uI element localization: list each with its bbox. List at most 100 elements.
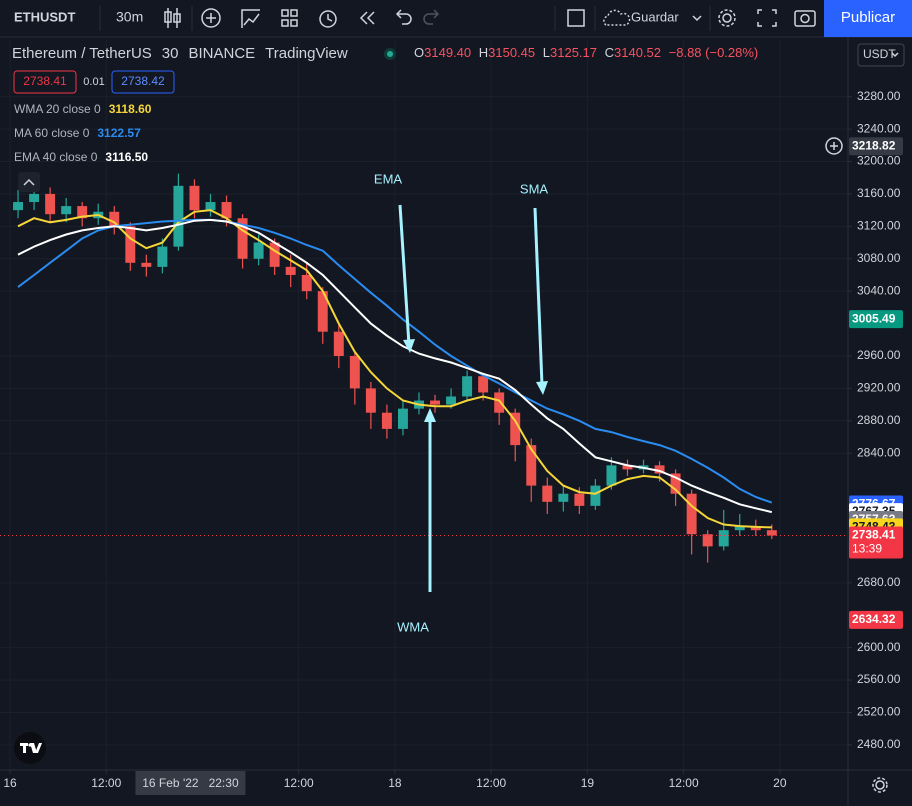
fullscreen-box-icon[interactable] xyxy=(567,9,585,27)
candle-body xyxy=(734,526,745,531)
y-tick-label: 3200.00 xyxy=(857,154,901,168)
candle-body xyxy=(29,193,40,203)
compare-icon[interactable] xyxy=(241,9,260,28)
publish-button[interactable]: Publicar xyxy=(841,9,895,26)
annotation-arrow xyxy=(398,204,411,346)
ohlc-key: L xyxy=(543,45,550,60)
indicator-value: 3118.60 xyxy=(109,102,152,116)
settings-icon[interactable] xyxy=(718,9,736,27)
indicator-row: MA 60 close 0 3122.57 xyxy=(14,126,141,140)
candle-body xyxy=(670,473,681,494)
annotation: EMA xyxy=(374,171,403,186)
publish-bg[interactable] xyxy=(824,0,912,37)
undo-icon[interactable] xyxy=(395,9,412,25)
candle-body xyxy=(45,193,56,215)
collapse-caret[interactable] xyxy=(23,178,35,186)
currency-box[interactable] xyxy=(857,43,905,67)
candle-body xyxy=(494,392,505,413)
candle-body xyxy=(430,400,440,405)
candle-body xyxy=(397,408,408,429)
candle-body xyxy=(654,465,665,474)
legend: Ethereum / TetherUS 30 BINANCE TradingView … xyxy=(12,45,758,164)
x-tick-label: 12:00 xyxy=(476,776,506,790)
y-tick-label: 3040.00 xyxy=(857,283,901,297)
price-badge-label: 3005.49 xyxy=(852,311,896,325)
currency-caret[interactable] xyxy=(891,52,899,58)
candle-body xyxy=(526,445,537,486)
snapshot-icon[interactable] xyxy=(794,10,816,27)
crosshair-time: 16 Feb '22 22:30 xyxy=(142,776,239,790)
toolbar: ETHUSDT 30m Guardar Publicar xyxy=(0,0,912,38)
candle-body xyxy=(478,376,489,393)
interval[interactable]: 30m xyxy=(116,9,143,25)
add-level-icon[interactable] xyxy=(825,137,843,155)
indicator-row: EMA 40 close 0 3116.50 xyxy=(14,150,148,164)
x-tick-label: 18 xyxy=(388,776,402,790)
indicator-name: WMA 20 close 0 xyxy=(14,102,101,116)
replay-icon[interactable] xyxy=(359,11,375,25)
ohlc-key: H xyxy=(479,45,488,60)
candle-body xyxy=(718,530,729,547)
indicator-legend: WMA 20 close 0 3118.60 MA 60 close 0 3122.5… xyxy=(14,102,152,164)
price-badge xyxy=(849,610,903,629)
ohlc-value: 3125.17 xyxy=(550,45,597,60)
candle-body xyxy=(317,291,328,332)
arrowhead xyxy=(424,408,436,422)
maximize-icon[interactable] xyxy=(757,9,777,27)
arrowhead xyxy=(536,381,548,395)
save-menu-caret[interactable] xyxy=(692,15,702,22)
candle-body xyxy=(381,412,392,429)
ohlc-value: 3150.45 xyxy=(488,45,535,60)
y-tick-label: 3280.00 xyxy=(857,89,901,103)
spread: 0.01 xyxy=(83,76,104,88)
countdown: 13:39 xyxy=(852,542,882,556)
ohlc: O3149.40 H3150.45 L3125.17 C3140.52 −8.8… xyxy=(414,45,758,60)
status-dot xyxy=(387,51,393,57)
x-tick-label: 20 xyxy=(773,776,787,790)
cloud-icon[interactable] xyxy=(603,9,631,26)
bid[interactable]: 2738.41 xyxy=(23,74,67,88)
y-tick-label: 2480.00 xyxy=(857,737,901,751)
y-tick-label: 3080.00 xyxy=(857,251,901,265)
candle-icon[interactable] xyxy=(164,8,181,28)
alert-icon[interactable] xyxy=(319,10,337,28)
x-tick-label: 12:00 xyxy=(669,776,699,790)
symbol[interactable]: ETHUSDT xyxy=(14,9,75,24)
save-button[interactable]: Guardar xyxy=(631,9,679,24)
candle-body xyxy=(141,262,152,267)
settings-gear[interactable] xyxy=(872,777,888,793)
candle-body xyxy=(173,185,184,247)
bid-box[interactable] xyxy=(13,70,77,94)
candle-body xyxy=(510,412,521,446)
x-tick-label: 12:00 xyxy=(91,776,121,790)
ma-line xyxy=(17,209,772,529)
candle-body xyxy=(349,355,360,389)
price-badge-label: 2634.32 xyxy=(852,612,896,626)
ask-box[interactable] xyxy=(111,70,175,94)
exchange: BINANCE xyxy=(188,45,255,62)
currency[interactable]: USDT xyxy=(863,47,896,61)
candle-body xyxy=(13,202,24,211)
candle-body xyxy=(766,530,777,536)
candle-body xyxy=(558,493,569,502)
indicator-icon[interactable] xyxy=(201,8,221,28)
candle-body xyxy=(205,202,216,211)
annotation: WMA xyxy=(397,619,429,634)
candle-body xyxy=(574,493,585,506)
ohlc-value: 3140.52 xyxy=(614,45,661,60)
candle-body xyxy=(750,526,761,531)
instrument: Ethereum / TetherUS xyxy=(12,45,152,62)
ohlc-value: 3149.40 xyxy=(424,45,471,60)
redo-icon[interactable] xyxy=(423,9,440,25)
layout-icon[interactable] xyxy=(281,9,298,27)
ohlc-key: C xyxy=(605,45,614,60)
x-tick-label: 16 xyxy=(3,776,17,790)
candle-body xyxy=(301,274,312,292)
indicator-name: MA 60 close 0 xyxy=(14,126,90,140)
y-tick-label: 2920.00 xyxy=(857,381,901,395)
candle-body xyxy=(221,202,232,219)
y-tick-label: 2680.00 xyxy=(857,575,901,589)
candle-body xyxy=(109,211,120,227)
ask[interactable]: 2738.42 xyxy=(121,74,165,88)
collapse-button[interactable] xyxy=(18,172,40,192)
